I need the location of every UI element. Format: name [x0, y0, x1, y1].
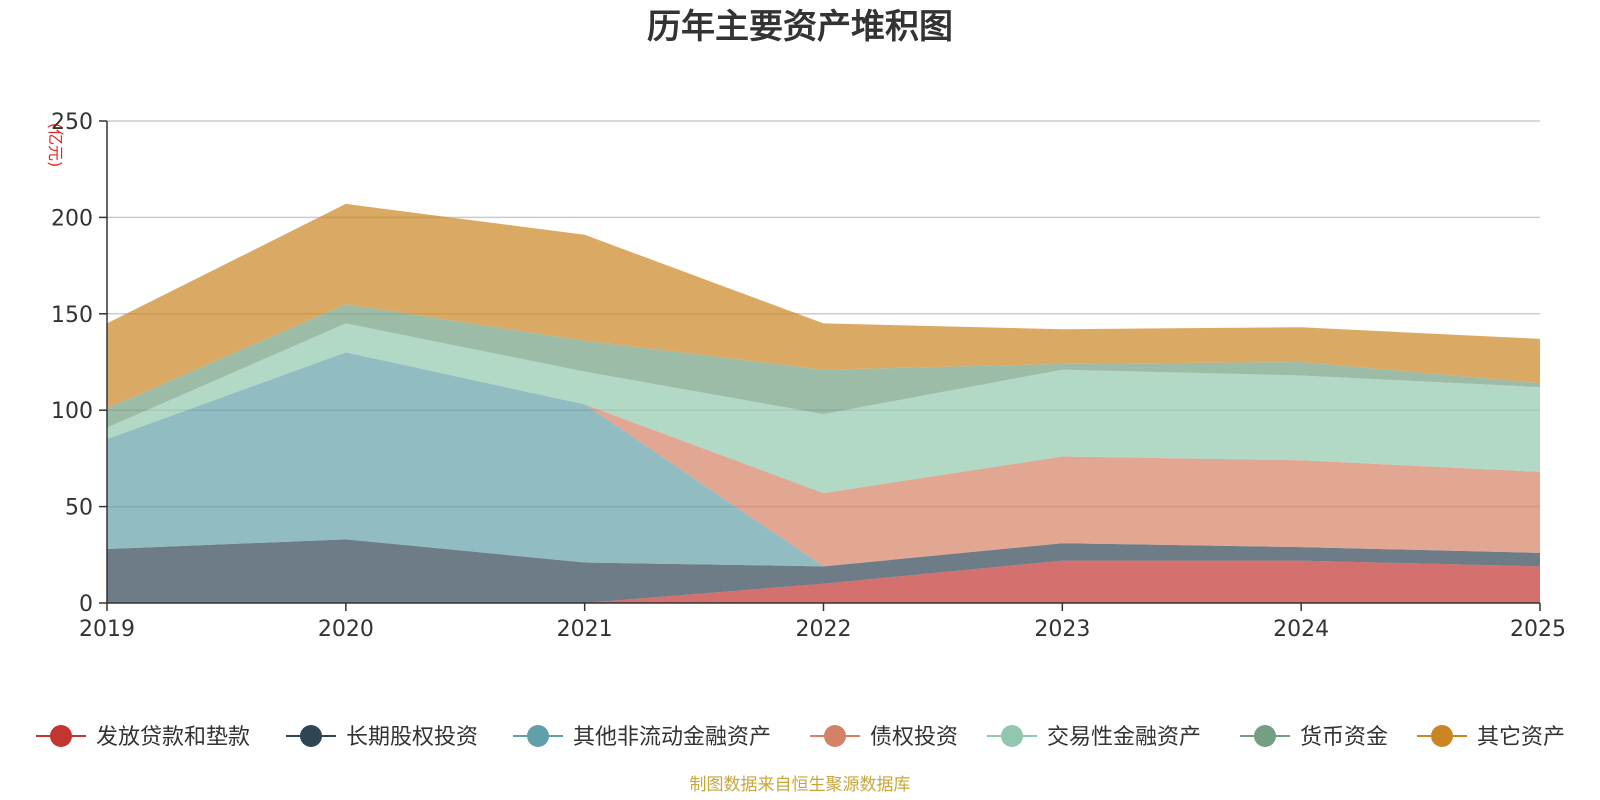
- legend-label: 其它资产: [1477, 725, 1565, 750]
- area-series-6: [107, 304, 1540, 428]
- legend-item-3[interactable]: 其他非流动金融资产: [513, 725, 771, 750]
- data-source-note: 制图数据来自恒生聚源数据库: [690, 775, 911, 795]
- area-series-1: [107, 560, 1540, 603]
- legend-label: 交易性金融资产: [1047, 725, 1201, 750]
- legend-marker-icon: [1431, 725, 1453, 747]
- y-tick-label: 250: [51, 110, 93, 135]
- area-series-5: [107, 323, 1540, 494]
- legend-item-6[interactable]: 货币资金: [1240, 725, 1388, 750]
- area-series-2: [107, 539, 1540, 603]
- area-series-3: [107, 352, 1540, 567]
- y-tick-label: 0: [79, 592, 93, 617]
- area-series-4: [107, 352, 1540, 567]
- legend-item-5[interactable]: 交易性金融资产: [987, 725, 1201, 750]
- legend-marker-icon: [50, 725, 72, 747]
- legend-item-7[interactable]: 其它资产: [1417, 725, 1565, 750]
- y-tick-label: 50: [65, 496, 93, 521]
- legend-item-2[interactable]: 长期股权投资: [286, 725, 478, 750]
- area-series: [107, 203, 1540, 603]
- y-tick-label: 100: [51, 399, 93, 424]
- legend-label: 债权投资: [870, 725, 958, 750]
- legend-item-1[interactable]: 发放贷款和垫款: [36, 725, 250, 750]
- legend-marker-icon: [824, 725, 846, 747]
- y-tick-label: 150: [51, 303, 93, 328]
- x-tick-label: 2025: [1510, 617, 1566, 642]
- legend-marker-icon: [527, 725, 549, 747]
- legend-label: 其他非流动金融资产: [573, 725, 771, 750]
- x-tick-label: 2023: [1034, 617, 1090, 642]
- legend-item-4[interactable]: 债权投资: [810, 725, 958, 750]
- x-tick-label: 2022: [796, 617, 852, 642]
- chart-title: 历年主要资产堆积图: [647, 7, 953, 47]
- legend-label: 发放贷款和垫款: [96, 725, 250, 750]
- legend[interactable]: 发放贷款和垫款 长期股权投资 其他非流动金融资产 债权投资 交易性金融资产 货币资金 其它资…: [36, 725, 1565, 750]
- legend-marker-icon: [1001, 725, 1023, 747]
- legend-label: 货币资金: [1300, 725, 1388, 750]
- y-tick-label: 200: [51, 206, 93, 231]
- x-tick-label: 2020: [318, 617, 374, 642]
- legend-marker-icon: [1254, 725, 1276, 747]
- x-tick-label: 2024: [1273, 617, 1329, 642]
- area-series-7: [107, 203, 1540, 409]
- legend-marker-icon: [300, 725, 322, 747]
- legend-label: 长期股权投资: [346, 725, 478, 750]
- x-tick-label: 2021: [557, 617, 613, 642]
- y-axis-unit-label: (亿元): [46, 123, 65, 168]
- x-tick-label: 2019: [79, 617, 135, 642]
- axes: 0 50 100 150 200 250 2019 2020 2021 2022 2023 2024 2…: [51, 110, 1566, 642]
